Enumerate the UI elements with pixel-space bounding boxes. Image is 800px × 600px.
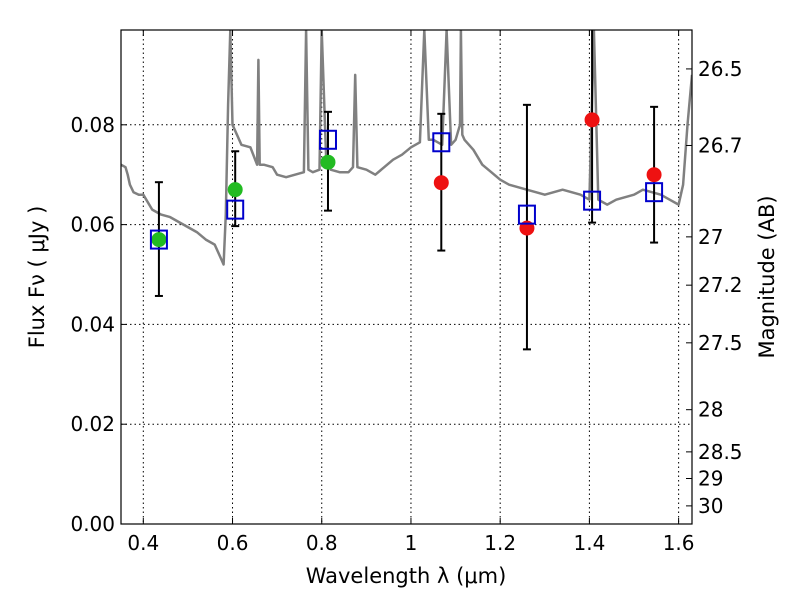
y-axis-ticks: 0.00 0.02 0.04 0.06 0.08 [70, 113, 127, 536]
grid-lines [121, 30, 692, 524]
x-tick-label: 0.8 [306, 531, 338, 555]
model-flux-square [318, 129, 337, 150]
model-flux-square [517, 204, 536, 225]
y-tick-label: 0.00 [70, 512, 115, 536]
x-axis-label: Wavelength λ (μm) [306, 564, 507, 588]
magnitude-tick-label: 26.7 [698, 133, 743, 157]
x-tick-label: 1.6 [663, 531, 695, 555]
plot-frame [120, 29, 693, 525]
magnitude-axis-ticks: 26.5 26.7 27 27.2 27.5 28 28.529 30 [686, 57, 743, 518]
magnitude-tick-label: 27.5 [698, 331, 743, 355]
model-flux-square [583, 190, 602, 211]
y-tick-label: 0.06 [70, 213, 115, 237]
magnitude-tick-label: 28.5 [698, 440, 743, 464]
magnitude-tick-label: 28 [698, 398, 723, 422]
x-tick-label: 1.2 [484, 531, 516, 555]
y-tick-label: 0.04 [70, 312, 115, 336]
magnitude-tick-label: 29 [698, 466, 723, 490]
model-flux-square [645, 182, 664, 203]
magnitude-tick-label: 30 [698, 494, 723, 518]
magnitude-axis-label: Magnitude (AB) [755, 195, 779, 358]
model-flux-square [149, 229, 168, 250]
flux-point [433, 175, 449, 191]
x-tick-label: 1 [405, 531, 418, 555]
y-tick-label: 0.08 [70, 113, 115, 137]
x-tick-label: 0.4 [127, 531, 159, 555]
y-tick-label: 0.02 [70, 412, 115, 436]
flux-point [646, 167, 662, 183]
magnitude-tick-label: 26.5 [698, 57, 743, 81]
model-flux-square [226, 199, 245, 220]
magnitude-tick-label: 27 [698, 225, 723, 249]
spectrum-line [121, 30, 692, 266]
x-tick-label: 0.6 [217, 531, 249, 555]
flux-point [151, 232, 167, 248]
x-tick-label: 1.4 [573, 531, 605, 555]
x-axis-ticks: 0.4 0.6 0.8 1 1.2 1.4 1.6 [127, 30, 695, 555]
y-axis-label: Flux Fν ( μJy ) [25, 206, 49, 349]
flux-point [320, 154, 336, 170]
magnitude-tick-label: 27.2 [698, 273, 743, 297]
flux-point [584, 112, 600, 128]
model-flux-square [432, 132, 451, 153]
model-spectrum [121, 30, 692, 266]
data-markers [149, 112, 664, 250]
flux-point [227, 182, 243, 198]
